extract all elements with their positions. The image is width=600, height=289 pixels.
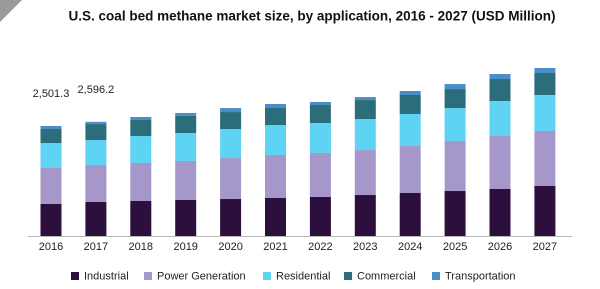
bar-segment (354, 150, 376, 196)
bar-segment (130, 136, 152, 164)
bar-segment (85, 124, 107, 141)
bar-segment (489, 136, 511, 189)
bar-segment (130, 117, 152, 121)
bar-segment (220, 108, 242, 113)
bar-segment (489, 101, 511, 137)
bar-segment (489, 188, 511, 236)
bar-segment (85, 140, 107, 166)
bar-segment (175, 160, 197, 200)
bar-segment (220, 112, 242, 130)
bar-segment (399, 192, 421, 236)
total-label: 2,501.3 (33, 88, 70, 100)
bar-segment (399, 94, 421, 114)
legend-label: Industrial (84, 270, 129, 282)
bar-segment (130, 120, 152, 137)
legend-label: Power Generation (157, 270, 246, 282)
bar-segment (220, 129, 242, 159)
bar-segment (444, 84, 466, 90)
bar-segment (40, 129, 62, 144)
bar-segment (85, 202, 107, 236)
bar-segment (354, 119, 376, 151)
bar-segment (130, 163, 152, 202)
bar-segment (534, 73, 556, 95)
bar-segment (309, 102, 331, 106)
legend-swatch (344, 272, 352, 280)
bar-segment (489, 79, 511, 102)
x-tick-label: 2017 (84, 241, 108, 253)
bar-segment (354, 195, 376, 236)
x-tick-label: 2025 (443, 241, 467, 253)
bar-segment (265, 125, 286, 156)
bar-segment (489, 74, 511, 80)
bar-segment (444, 191, 466, 236)
legend-label: Transportation (445, 270, 516, 282)
bar-segment (40, 126, 62, 130)
chart-title: U.S. coal bed methane market size, by ap… (69, 9, 556, 24)
bar-segment (309, 197, 331, 236)
x-tick-label: 2018 (129, 241, 153, 253)
bar-segment (399, 145, 421, 193)
x-tick-label: 2024 (398, 241, 422, 253)
bar-segment (399, 113, 421, 146)
x-tick-label: 2022 (308, 241, 332, 253)
bar-segment (444, 141, 466, 192)
legend-swatch (144, 272, 152, 280)
x-tick-label: 2019 (173, 241, 197, 253)
bar-segment (444, 108, 466, 142)
bar-segment (40, 143, 62, 168)
legend-label: Residential (276, 270, 330, 282)
x-tick-label: 2020 (218, 241, 242, 253)
bar-segment (444, 89, 466, 109)
x-tick-label: 2027 (533, 241, 557, 253)
bar-segment (220, 199, 242, 236)
bar-segment (399, 90, 421, 95)
corner-decoration (0, 0, 22, 22)
bar-segment (265, 155, 286, 199)
bar-segment (85, 165, 107, 203)
bar-segment (175, 132, 197, 161)
legend-label: Commercial (357, 270, 416, 282)
bar-segment (534, 131, 556, 187)
bar-segment (175, 115, 197, 133)
bar-segment (534, 186, 556, 236)
legend-swatch (432, 272, 440, 280)
x-tick-label: 2023 (353, 241, 377, 253)
bar-segment (265, 104, 286, 109)
bar-segment (309, 123, 331, 153)
bar-segment (309, 105, 331, 124)
bar-segment (309, 152, 331, 198)
x-tick-label: 2016 (39, 241, 63, 253)
bar-segment (354, 97, 376, 101)
bar-segment (534, 94, 556, 132)
bar-segment (534, 68, 556, 74)
x-tick-label: 2021 (263, 241, 287, 253)
bar-segment (265, 108, 286, 126)
bar-segment (40, 167, 62, 204)
bar-segment (354, 100, 376, 120)
bar-segment (85, 121, 107, 125)
bar-segment (265, 198, 286, 236)
bar-segment (40, 203, 62, 236)
bar-segment (175, 112, 197, 116)
legend-swatch (263, 272, 271, 280)
bar-segment (175, 199, 197, 236)
x-tick-label: 2026 (488, 241, 512, 253)
bar-segment (220, 158, 242, 200)
legend-swatch (71, 272, 79, 280)
bar-segment (130, 201, 152, 236)
total-label: 2,596.2 (78, 84, 115, 96)
